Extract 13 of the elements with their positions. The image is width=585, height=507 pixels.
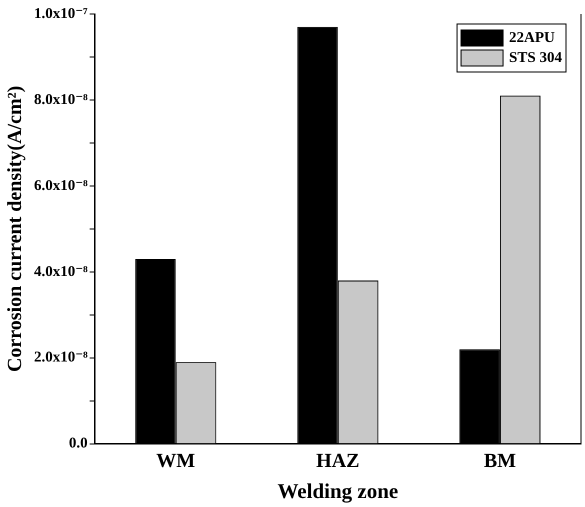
y-tick-label: 1.0x10⁻⁷	[34, 6, 88, 22]
y-tick-label: 0.0	[68, 436, 88, 452]
x-tick-label: WM	[156, 450, 196, 472]
y-tick-label: 2.0x10⁻⁸	[34, 350, 88, 366]
y-tick-label: 6.0x10⁻⁸	[34, 178, 88, 194]
y-axis-title: Corrosion current density(A/cm²)	[4, 86, 26, 372]
legend-label: STS 304	[509, 50, 562, 66]
legend-label: 22APU	[509, 30, 556, 46]
x-tick-label: HAZ	[316, 450, 360, 472]
x-tick-label: BM	[484, 450, 516, 472]
y-tick-label: 4.0x10⁻⁸	[34, 264, 88, 280]
x-axis-title: Welding zone	[277, 478, 398, 503]
y-tick-label: 8.0x10⁻⁸	[34, 92, 88, 108]
